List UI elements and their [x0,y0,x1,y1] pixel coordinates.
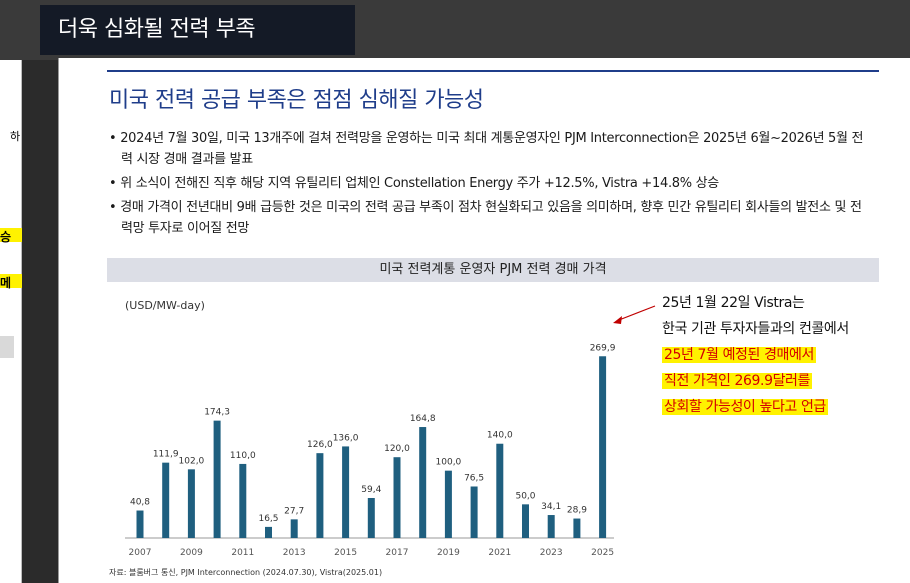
x-tick-label: 2011 [231,548,254,558]
callout-arrow-line [618,305,656,321]
callout: 25년 1월 22일 Vistra는 한국 기관 투자자들과의 컨콜에서 25년… [662,290,892,420]
bar [367,498,375,538]
slide: 미국 전력 공급 부족은 점점 심해질 가능성 • 2024년 7월 30일, … [58,58,910,583]
bullet-item: • 2024년 7월 30일, 미국 13개주에 걸쳐 전력망을 운영하는 미국… [109,131,864,167]
bar-value-label: 59,4 [361,485,381,495]
bar [522,504,529,538]
y-unit-label: (USD/MW-day) [125,299,205,312]
bar [573,518,581,538]
bar-value-label: 140,0 [487,431,513,441]
bar-value-label: 136,0 [333,433,359,443]
bar-value-label: 164,8 [410,414,436,424]
bullet-text: 2024년 7월 30일, 미국 13개주에 걸쳐 전력망을 운영하는 미국 최… [120,131,864,167]
bar [136,510,144,538]
bar [239,463,247,538]
callout-line: 25년 1월 22일 Vistra는 [662,295,805,311]
bullet-text: 위 소식이 전해진 직후 해당 지역 유틸리티 업체인 Constellatio… [120,176,719,191]
callout-highlight-text: 상회할 가능성이 높다고 언급 [662,399,828,415]
callout-line: 한국 기관 투자자들과의 컨콜에서 [662,321,849,337]
left-snippet-1: 하 [10,130,21,143]
x-tick-label: 2025 [591,548,614,558]
bar-value-label: 174,3 [204,408,230,418]
x-tick-label: 2007 [129,548,152,558]
x-tick-label: 2023 [540,548,563,558]
bar-value-label: 76,5 [464,473,484,483]
callout-highlight-line: 25년 7월 예정된 경매에서 [662,342,892,368]
callout-highlight-line: 상회할 가능성이 높다고 언급 [662,394,892,420]
bar-value-label: 27,7 [284,506,304,516]
bar-value-label: 100,0 [436,458,462,468]
callout-highlight-text: 직전 가격인 269.9달러를 [662,373,813,389]
left-snippet-3: 메 [0,274,22,290]
bar [393,457,401,538]
bar [599,356,607,538]
bar-value-label: 111,9 [153,450,179,460]
bar [316,453,324,538]
presentation-title: 더욱 심화될 전력 부족 [40,5,355,55]
bullet-item: • 경매 가격이 전년대비 9배 급등한 것은 미국의 전력 공급 부족이 점차… [109,200,862,236]
x-tick-label: 2021 [488,548,511,558]
bar-value-label: 34,1 [541,502,561,512]
bullet-item: • 위 소식이 전해진 직후 해당 지역 유틸리티 업체인 Constellat… [109,176,719,191]
bar-value-label: 16,5 [258,514,278,524]
x-tick-label: 2017 [386,548,409,558]
left-snippet-2: 승 [0,228,22,244]
left-panel: 하 승 메 [0,60,22,583]
bar-value-label: 110,0 [230,451,256,461]
callout-highlight-text: 25년 7월 예정된 경매에서 [662,347,816,363]
x-tick-label: 2009 [180,548,203,558]
bar-value-label: 28,9 [567,506,587,516]
bar [547,515,555,538]
slide-rule [107,70,879,72]
source-note: 자료: 블룸버그 통신, PJM Interconnection (2024.0… [109,568,383,577]
bar [496,443,504,538]
bullet-text: 경매 가격이 전년대비 9배 급등한 것은 미국의 전력 공급 부족이 점차 현… [120,200,862,236]
bar [342,446,350,538]
bar [162,462,170,538]
left-gray-block [0,336,14,358]
bar-value-label: 50,0 [515,491,535,501]
chart-title: 미국 전력계통 운영자 PJM 전력 경매 가격 [107,258,879,282]
x-tick-label: 2019 [437,548,460,558]
bar-value-label: 120,0 [384,444,410,454]
bar-value-label: 102,0 [179,456,205,466]
bar [470,486,478,538]
bar [265,526,272,538]
callout-highlight-line: 직전 가격인 269.9달러를 [662,368,892,394]
x-tick-label: 2013 [283,548,306,558]
bar-value-label: 269,9 [590,343,616,353]
bar [290,519,298,538]
top-bar: 더욱 심화될 전력 부족 [0,0,910,60]
callout-arrow-head [613,316,622,324]
bar [444,470,452,538]
bar [419,427,427,538]
bar [213,420,221,538]
bullet-list: • 2024년 7월 30일, 미국 13개주에 걸쳐 전력망을 운영하는 미국… [109,128,869,242]
x-tick-label: 2015 [334,548,357,558]
bar-value-label: 126,0 [307,440,333,450]
bar-value-label: 40,8 [130,498,150,508]
slide-heading: 미국 전력 공급 부족은 점점 심해질 가능성 [109,88,484,113]
bar [187,469,195,538]
